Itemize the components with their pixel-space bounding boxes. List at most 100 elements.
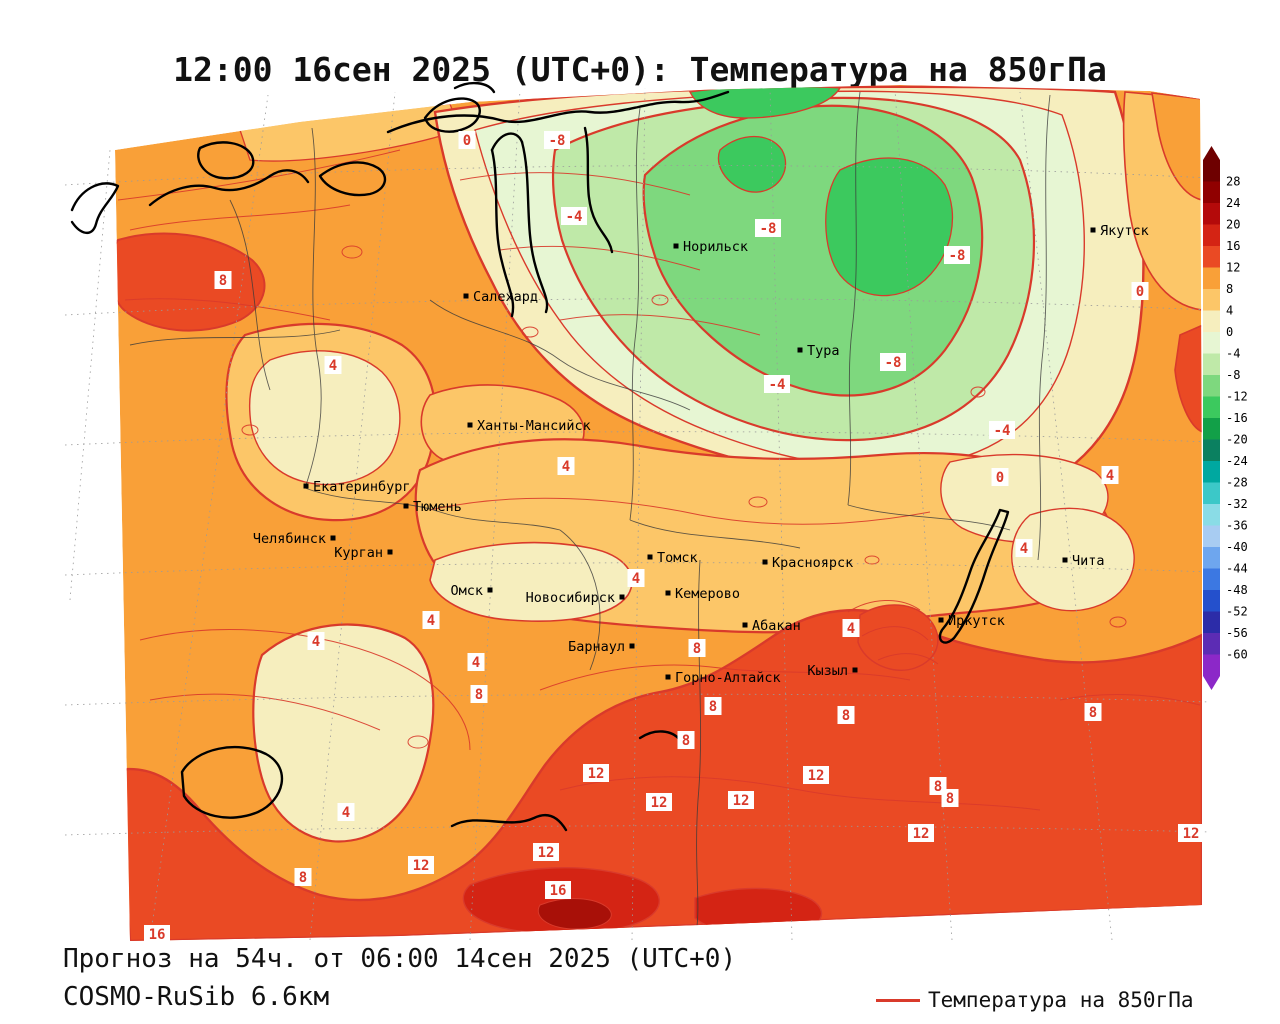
contour-label: 12 — [646, 793, 672, 811]
temperature-line-sample — [876, 998, 920, 1002]
contour-label-text: -8 — [760, 221, 777, 237]
graticule-layer — [64, 87, 1211, 941]
city-dot — [1062, 557, 1068, 563]
colorbar-band — [1203, 396, 1220, 418]
city-dot — [487, 587, 493, 593]
contour-label-text: 16 — [149, 927, 166, 943]
contour-label-box — [704, 697, 722, 715]
colorbar-band — [1203, 332, 1220, 354]
contour-label-box — [1178, 824, 1204, 842]
city-dot — [1090, 227, 1096, 233]
city-label: Томск — [657, 550, 698, 566]
contour-label-text: 4 — [329, 358, 337, 374]
model-info: COSMO-RuSib 6.6км — [63, 982, 330, 1012]
colorbar-tick-label: 20 — [1226, 218, 1240, 232]
city-marker: Курган — [334, 545, 393, 561]
colorbar-band — [1203, 482, 1220, 504]
minor-isotherm-layer — [117, 149, 1201, 811]
colorbar-tick-label: 28 — [1226, 175, 1240, 189]
colorbar-band — [1203, 353, 1220, 375]
contour-label: -8 — [880, 353, 906, 371]
contour-label: 4 — [1015, 539, 1033, 557]
city-label: Иркутск — [948, 613, 1005, 629]
contour-label-box — [533, 843, 559, 861]
contour-label: 4 — [1101, 466, 1119, 484]
temperature-colorbar: 28 24 20 16 12 8 4 0 -4 -8 -12 -16 -20 -24 -28 -32 -36 -4… — [1203, 146, 1248, 690]
colorbar-top-arrow — [1203, 146, 1220, 160]
city-dot — [673, 243, 679, 249]
contour-label: 4 — [324, 356, 342, 374]
city-label: Омск — [450, 583, 483, 599]
city-label: Курган — [334, 545, 383, 561]
contour-label-box — [337, 803, 355, 821]
contour-label: 12 — [728, 791, 754, 809]
colorbar-tick-label: -4 — [1226, 347, 1240, 361]
city-label: Чита — [1072, 553, 1105, 569]
city-marker: Кызыл — [807, 663, 858, 679]
colorbar-band — [1203, 160, 1220, 182]
colorbar-band — [1203, 375, 1220, 397]
colorbar-tick-label: -24 — [1226, 454, 1248, 468]
contour-label-text: 16 — [550, 883, 567, 899]
city-dot — [852, 667, 858, 673]
colorbar-band — [1203, 310, 1220, 332]
colorbar-tick-label: -16 — [1226, 411, 1248, 425]
contour-label-text: 4 — [1020, 541, 1028, 557]
city-label: Якутск — [1100, 223, 1149, 239]
city-label: Кемерово — [675, 586, 740, 602]
city-dot — [330, 535, 336, 541]
contour-label-box — [989, 421, 1015, 439]
colorbar-tick-label: 16 — [1226, 239, 1240, 253]
colorbar-band — [1203, 246, 1220, 268]
contour-label-box — [467, 653, 485, 671]
colorbar-tick-label: -36 — [1226, 519, 1248, 533]
contour-label-box — [294, 868, 312, 886]
contour-label-text: 12 — [588, 766, 605, 782]
contour-label-box — [583, 764, 609, 782]
city-marker: Абакан — [742, 618, 801, 634]
contour-label-text: -4 — [566, 209, 583, 225]
contour-label: 16 — [144, 925, 170, 943]
contour-label: 0 — [1131, 282, 1149, 300]
contour-label-box — [144, 925, 170, 943]
city-dot — [742, 622, 748, 628]
contour-label-text: 12 — [651, 795, 668, 811]
contour-label-text: 12 — [413, 858, 430, 874]
contour-label: 4 — [422, 611, 440, 629]
colorbar-tick-label: -60 — [1226, 648, 1248, 662]
contour-label-text: -4 — [769, 377, 786, 393]
colorbar-bottom-arrow — [1203, 676, 1220, 690]
contour-label-text: 8 — [842, 708, 850, 724]
contour-label: 16 — [545, 881, 571, 899]
contour-label: -8 — [544, 131, 570, 149]
contour-label-text: 12 — [1183, 826, 1200, 842]
contour-label: 8 — [1084, 703, 1102, 721]
city-marker: Томск — [647, 550, 698, 566]
contour-label-box — [677, 731, 695, 749]
contour-label-box — [837, 706, 855, 724]
contour-label-text: 0 — [463, 133, 471, 149]
contour-label-text: 4 — [312, 634, 320, 650]
contour-label: 0 — [458, 131, 476, 149]
contour-label-text: -8 — [949, 248, 966, 264]
contour-label: 4 — [557, 457, 575, 475]
city-label: Челябинск — [253, 531, 326, 547]
forecast-info: Прогноз на 54ч. от 06:00 14сен 2025 (UTC… — [63, 944, 737, 974]
contour-label-text: 8 — [934, 779, 942, 795]
city-label: Ханты-Мансийск — [477, 418, 591, 434]
contour-label: 12 — [533, 843, 559, 861]
contour-label-box — [842, 619, 860, 637]
city-label: Новосибирск — [526, 590, 615, 606]
contour-label-box — [458, 131, 476, 149]
contour-label-text: 8 — [709, 699, 717, 715]
contour-label-text: 12 — [538, 845, 555, 861]
city-dot — [797, 347, 803, 353]
contour-label: -4 — [561, 207, 587, 225]
city-dot — [762, 559, 768, 565]
contour-label: 8 — [704, 697, 722, 715]
colorbar-tick-label: -12 — [1226, 390, 1248, 404]
contour-label-box — [307, 632, 325, 650]
colorbar-band — [1203, 590, 1220, 612]
contour-label-box — [991, 468, 1009, 486]
contour-label-text: 4 — [342, 805, 350, 821]
